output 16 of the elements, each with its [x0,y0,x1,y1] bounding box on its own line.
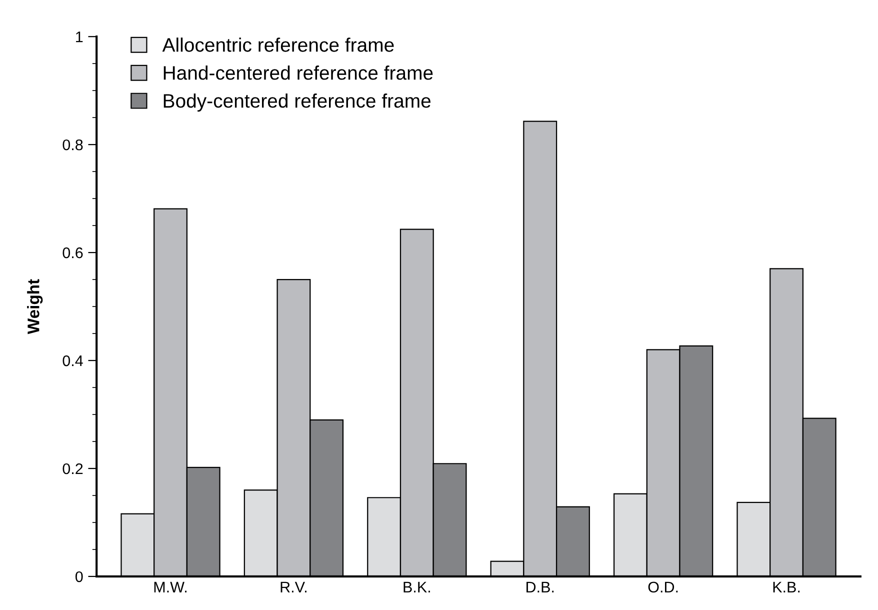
x-tick-label: R.V. [280,582,306,592]
x-tick-label: O.D. [648,582,678,593]
y-tick-label: 0 [75,571,83,582]
x-tick-label: M.W. [154,582,187,592]
y-tick-label: 0.4 [62,355,83,366]
y-tick-label: 1 [76,32,83,42]
x-tick-label: D.B. [526,582,554,592]
y-tick-label: 0.2 [62,463,83,474]
x-tick-label: B.K. [404,582,430,592]
x-tick-label: K.B. [773,582,800,592]
y-axis-title: Weight [27,279,43,334]
legend-label: Allocentric reference frame [162,38,394,52]
y-tick-label: 0.6 [62,247,83,258]
y-tick-label: 0.8 [62,139,83,150]
legend-label: Hand-centered reference frame [164,66,433,80]
legend-label: Body-centered reference frame [164,93,431,112]
